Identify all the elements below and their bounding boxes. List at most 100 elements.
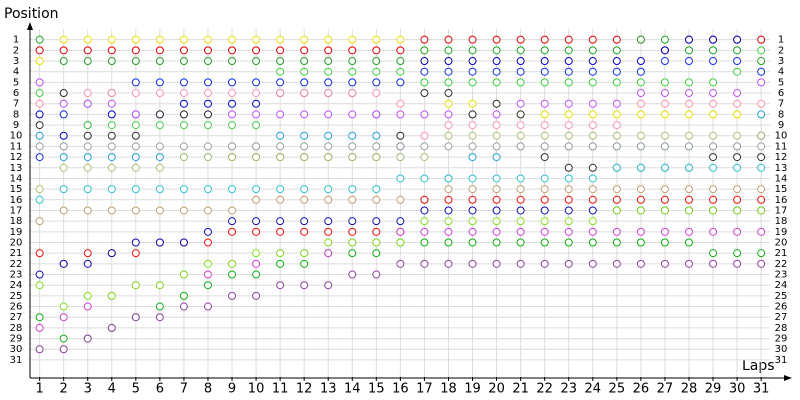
lap-marker	[131, 78, 140, 87]
lap-marker	[203, 99, 212, 108]
lap-marker	[660, 206, 669, 215]
lap-marker	[540, 78, 549, 87]
lap-marker	[348, 110, 357, 119]
lap-marker	[276, 110, 285, 119]
lap-marker	[492, 121, 501, 130]
lap-marker	[300, 281, 309, 290]
lap-marker	[444, 142, 453, 151]
lap-marker	[420, 110, 429, 119]
lap-marker	[324, 57, 333, 66]
x-tick-label: 20	[488, 382, 505, 397]
lap-marker	[179, 57, 188, 66]
lap-marker	[660, 57, 669, 66]
lap-marker	[228, 206, 237, 215]
y-tick-label-right: 14	[775, 173, 788, 184]
lap-marker	[372, 57, 381, 66]
lap-marker	[203, 57, 212, 66]
lap-marker	[564, 206, 573, 215]
y-tick-label: 4	[13, 67, 19, 78]
lap-marker	[300, 249, 309, 258]
y-tick-label-right: 26	[775, 302, 788, 313]
lap-marker	[564, 163, 573, 172]
lap-marker	[564, 46, 573, 55]
lap-marker	[131, 46, 140, 55]
lap-marker	[709, 153, 718, 162]
lap-marker	[107, 110, 116, 119]
lap-marker	[179, 46, 188, 55]
y-tick-label: 8	[13, 109, 19, 120]
lap-marker	[588, 163, 597, 172]
lap-marker	[612, 195, 621, 204]
lap-marker	[516, 57, 525, 66]
lap-marker	[179, 291, 188, 300]
lap-marker	[612, 163, 621, 172]
lap-marker	[372, 67, 381, 76]
lap-marker	[276, 89, 285, 98]
lap-marker	[516, 78, 525, 87]
lap-marker	[155, 185, 164, 194]
lap-marker	[203, 270, 212, 279]
lap-marker	[444, 57, 453, 66]
lap-marker	[564, 227, 573, 236]
lap-marker	[276, 217, 285, 226]
lap-marker	[107, 291, 116, 300]
lap-marker	[540, 121, 549, 130]
x-axis-arrow	[784, 375, 792, 381]
lap-marker	[35, 249, 44, 258]
lap-marker	[396, 227, 405, 236]
lap-marker	[540, 131, 549, 140]
lap-marker	[83, 153, 92, 162]
lap-marker	[420, 206, 429, 215]
lap-marker	[516, 259, 525, 268]
lap-marker	[636, 238, 645, 247]
lap-marker	[492, 142, 501, 151]
lap-marker	[107, 121, 116, 130]
lap-marker	[252, 78, 261, 87]
lap-marker	[276, 227, 285, 236]
lap-marker	[228, 153, 237, 162]
x-tick-label: 27	[657, 382, 674, 397]
lap-marker	[276, 153, 285, 162]
lap-marker	[420, 46, 429, 55]
lap-marker	[588, 259, 597, 268]
lap-marker	[179, 99, 188, 108]
lap-marker	[396, 259, 405, 268]
lap-marker	[660, 195, 669, 204]
lap-marker	[540, 238, 549, 247]
lap-marker	[35, 345, 44, 354]
lap-marker	[203, 110, 212, 119]
lap-marker	[636, 67, 645, 76]
lap-marker	[660, 110, 669, 119]
lap-marker	[564, 142, 573, 151]
lap-marker	[733, 110, 742, 119]
x-tick-label: 19	[464, 382, 481, 397]
lap-marker	[757, 227, 766, 236]
lap-marker	[636, 57, 645, 66]
lap-marker	[107, 153, 116, 162]
lap-marker	[300, 185, 309, 194]
markers	[35, 35, 766, 354]
lap-marker	[684, 35, 693, 44]
lap-marker	[83, 89, 92, 98]
lap-marker	[155, 313, 164, 322]
lap-marker	[564, 131, 573, 140]
lap-marker	[709, 142, 718, 151]
lap-marker	[131, 35, 140, 44]
lap-marker	[468, 195, 477, 204]
lap-marker	[131, 89, 140, 98]
lap-marker	[733, 131, 742, 140]
lap-marker	[636, 163, 645, 172]
y-tick-label: 11	[10, 141, 23, 152]
lap-marker	[757, 67, 766, 76]
lap-marker	[300, 46, 309, 55]
lap-marker	[276, 67, 285, 76]
lap-marker	[324, 35, 333, 44]
y-tick-label: 6	[13, 88, 19, 99]
y-tick-label: 24	[10, 280, 23, 291]
lap-marker	[83, 302, 92, 311]
lap-marker	[300, 78, 309, 87]
lap-marker	[540, 46, 549, 55]
lap-marker	[348, 46, 357, 55]
lap-marker	[300, 259, 309, 268]
lap-marker	[131, 153, 140, 162]
